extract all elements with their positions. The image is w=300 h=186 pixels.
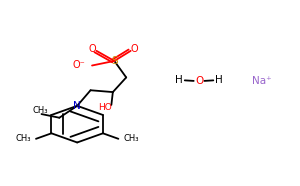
Text: CH₃: CH₃	[32, 106, 48, 115]
Text: O⁻: O⁻	[72, 60, 85, 70]
Text: O: O	[195, 76, 203, 86]
Text: N: N	[73, 101, 81, 111]
Text: O: O	[88, 44, 96, 54]
Text: CH₃: CH₃	[15, 134, 31, 143]
Text: CH₃: CH₃	[124, 134, 139, 143]
Text: O: O	[130, 44, 138, 54]
Text: H: H	[215, 75, 223, 85]
Text: Na⁺: Na⁺	[252, 76, 271, 86]
Text: S: S	[111, 56, 118, 66]
Text: H: H	[175, 75, 183, 85]
Text: HO: HO	[98, 103, 112, 112]
